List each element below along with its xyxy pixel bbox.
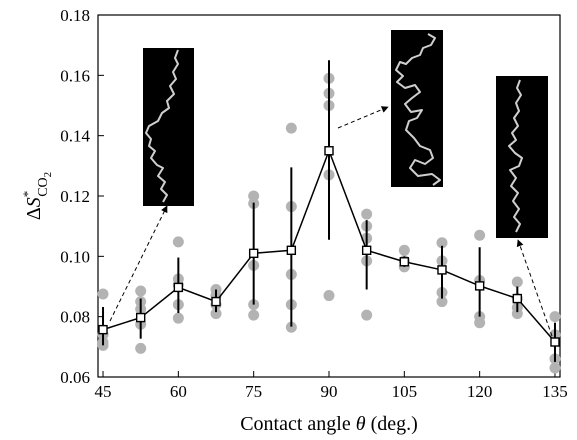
x-tick-label: 45	[95, 382, 112, 401]
mean-marker	[324, 146, 334, 156]
sample-point	[210, 308, 222, 320]
sample-point	[361, 208, 373, 220]
y-axis-title: ΔS*CO2	[20, 172, 54, 220]
inset-path	[395, 33, 441, 186]
mean-marker	[248, 248, 259, 259]
mean-marker	[211, 296, 221, 307]
y-tick-label: 0.18	[60, 6, 90, 25]
inset-path	[145, 49, 179, 203]
sample-point	[398, 244, 410, 256]
mean-marker	[512, 293, 523, 304]
x-tick-label: 120	[467, 382, 493, 401]
inset-image-mid	[391, 30, 443, 187]
sample-point	[248, 190, 260, 202]
sample-point	[285, 122, 297, 134]
sample-point	[436, 296, 448, 308]
y-tick-label: 0.10	[60, 247, 90, 266]
x-tick-label: 105	[392, 382, 418, 401]
x-axis-title: Contact angle θ (deg.)	[240, 413, 418, 435]
x-axis-ticks: 45 60 75 90 105 120 135	[95, 371, 568, 401]
sample-point	[323, 290, 335, 302]
mean-marker	[98, 324, 108, 335]
y-tick-label: 0.16	[60, 66, 90, 85]
sample-point	[248, 309, 260, 321]
y-tick-label: 0.14	[60, 127, 90, 146]
sample-point	[474, 229, 486, 241]
y-tick-label: 0.08	[60, 308, 90, 327]
sample-point	[135, 285, 147, 297]
y-tick-label: 0.12	[60, 187, 90, 206]
inset-image-high	[496, 76, 548, 238]
sample-point	[172, 236, 184, 248]
sample-point	[285, 321, 297, 333]
inset-background	[391, 30, 443, 187]
arrow-to-inset-mid	[337, 106, 389, 129]
inset-path	[508, 79, 523, 233]
sample-point	[436, 237, 448, 249]
x-tick-label: 60	[170, 382, 187, 401]
inset-image-low	[143, 48, 194, 206]
sample-point	[511, 276, 523, 288]
y-tick-label: 0.06	[60, 368, 90, 387]
mean-marker	[474, 281, 485, 291]
mean-marker	[550, 337, 560, 347]
sample-point	[549, 362, 561, 374]
arrow-to-inset-high	[516, 239, 553, 337]
mean-marker	[437, 265, 447, 275]
mean-marker	[173, 282, 184, 293]
sample-point	[135, 342, 147, 354]
y-axis-ticks: 0.06 0.08 0.10 0.12 0.14 0.16 0.18	[60, 6, 104, 387]
x-tick-label: 75	[245, 382, 262, 401]
mean-marker	[135, 312, 146, 323]
mean-series	[98, 60, 560, 362]
mean-marker	[361, 245, 372, 256]
sample-point	[172, 312, 184, 324]
x-tick-label: 90	[321, 382, 338, 401]
inset-background	[143, 48, 194, 206]
mean-marker	[399, 257, 410, 267]
sample-point	[97, 288, 109, 300]
sample-point	[474, 317, 486, 329]
arrow-to-inset-low	[109, 205, 168, 322]
sample-point	[361, 309, 373, 321]
x-tick-label: 135	[542, 382, 568, 401]
sample-point	[549, 311, 561, 323]
mean-marker	[286, 245, 297, 256]
sample-point	[511, 308, 523, 320]
